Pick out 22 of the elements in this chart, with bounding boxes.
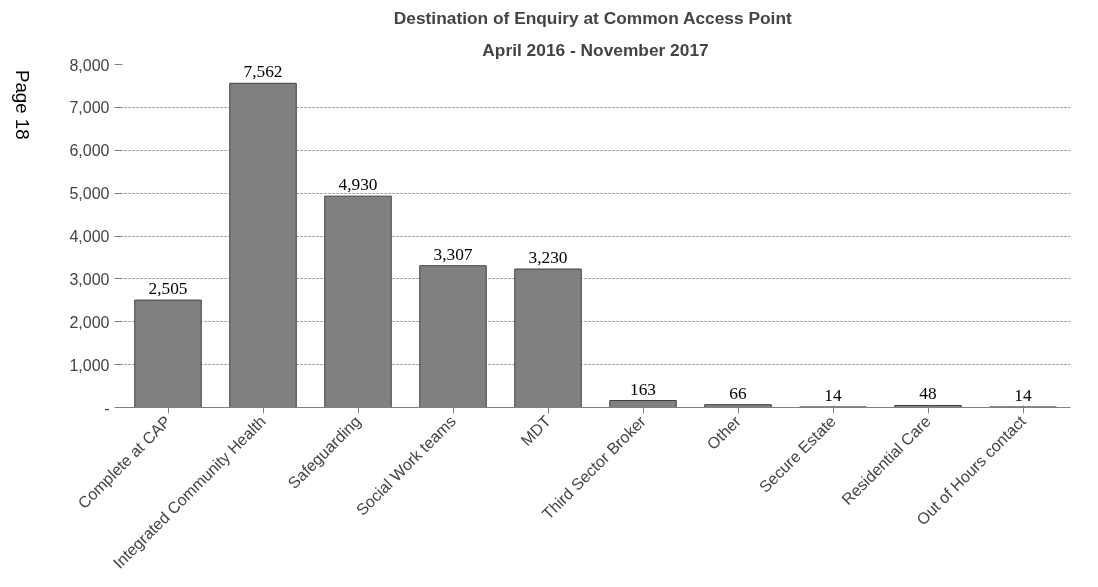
- data-label: 14: [824, 385, 842, 405]
- y-tick-label: 8,000: [69, 56, 110, 74]
- data-label: 3,230: [528, 248, 568, 268]
- data-label: 7,562: [243, 62, 283, 82]
- data-label: 2,505: [148, 279, 188, 299]
- data-label: 4,930: [338, 175, 378, 195]
- chart-title: Destination of Enquiry at Common Access Point: [393, 7, 792, 28]
- y-tick-label: 7,000: [69, 99, 110, 117]
- y-tick-label: 6,000: [69, 142, 110, 160]
- y-tick-label: 5,000: [69, 185, 110, 203]
- data-label: 14: [1014, 385, 1032, 405]
- y-tick-label: 3,000: [69, 270, 110, 288]
- chart-subtitle: April 2016 - November 2017: [482, 39, 709, 60]
- y-tick-label: -: [104, 399, 110, 417]
- data-label: 48: [919, 384, 937, 404]
- data-label: 163: [630, 379, 656, 399]
- data-label: 66: [729, 383, 747, 403]
- y-tick-label: 4,000: [69, 228, 110, 245]
- data-label: 3,307: [433, 244, 473, 264]
- y-tick-label: 1,000: [69, 356, 110, 374]
- text: Page 18: [11, 70, 34, 140]
- y-tick-label: 2,000: [69, 313, 110, 331]
